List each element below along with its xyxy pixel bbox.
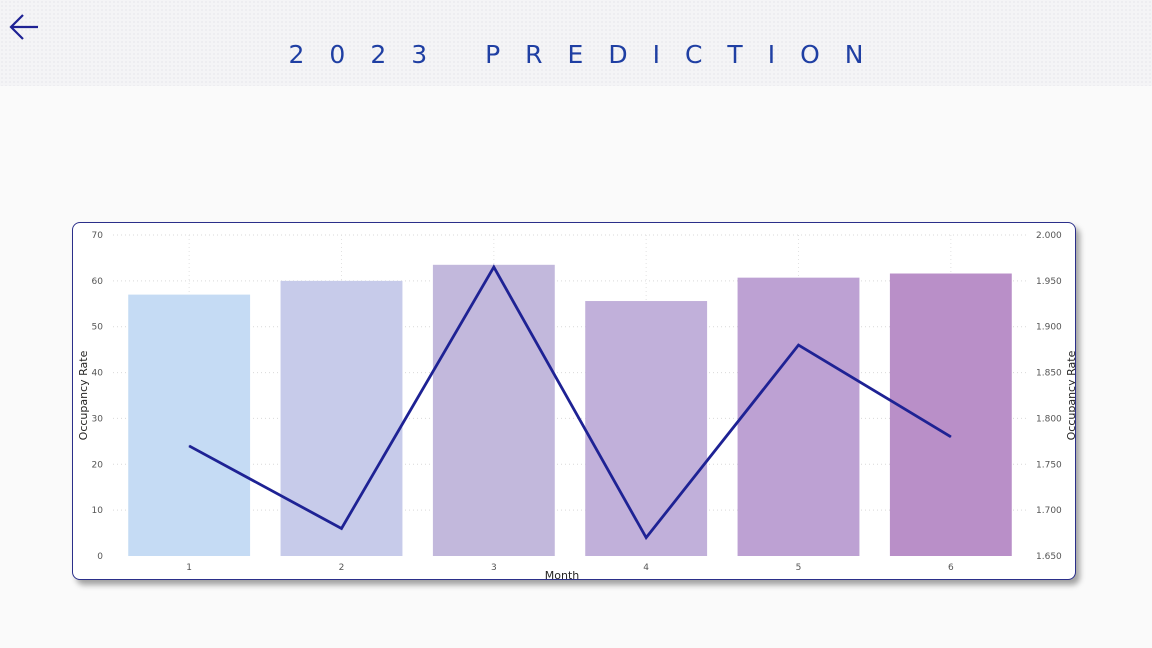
y2-tick-label: 2.000 — [1036, 231, 1062, 241]
header-band — [0, 0, 1152, 86]
line-point — [645, 537, 647, 539]
y-tick-label: 50 — [92, 323, 104, 333]
line-point — [493, 266, 495, 268]
y2-tick-label: 1.650 — [1036, 552, 1062, 562]
y2-tick-label: 1.900 — [1036, 323, 1062, 333]
y-tick-label: 40 — [92, 369, 104, 379]
back-button[interactable] — [6, 10, 44, 44]
bar — [280, 280, 403, 556]
line-point — [798, 344, 799, 346]
line-series — [188, 264, 952, 541]
chart-card: 0 10 20 30 40 50 60 70 1.650 1.700 1.750 1.800 1.850… — [72, 222, 1076, 580]
line-point — [188, 445, 190, 447]
arrow-left-icon — [9, 14, 38, 40]
y-axis-title: Occupancy Rate — [77, 350, 90, 440]
bar — [128, 294, 251, 556]
y2-tick-label: 1.750 — [1036, 460, 1062, 470]
x-tick-label: 6 — [948, 563, 954, 573]
y-tick-label: 20 — [92, 460, 104, 470]
x-tick-label: 4 — [643, 563, 649, 573]
x-tick-label: 1 — [186, 563, 192, 573]
combo-chart: 0 10 20 30 40 50 60 70 1.650 1.700 1.750 1.800 1.850… — [77, 231, 1076, 580]
y-tick-label: 70 — [92, 231, 104, 241]
bar — [432, 264, 555, 556]
y2-tick-label: 1.700 — [1036, 506, 1062, 516]
x-tick-label: 3 — [491, 563, 497, 573]
y2-tick-label: 1.800 — [1036, 414, 1062, 424]
x-tick-label: 5 — [796, 563, 802, 573]
y-tick-label: 60 — [92, 277, 104, 287]
y-tick-label: 30 — [92, 414, 104, 424]
line-point — [341, 527, 342, 529]
y-tick-label: 0 — [97, 552, 103, 562]
bar — [585, 301, 708, 556]
x-tick-label: 2 — [339, 563, 345, 573]
y-tick-label: 10 — [92, 506, 104, 516]
x-axis-title: Month — [545, 569, 580, 580]
bar — [889, 273, 1012, 556]
page-title: 2023 PREDICTION — [288, 40, 889, 69]
bar — [737, 277, 860, 556]
y2-tick-label: 1.850 — [1036, 369, 1062, 379]
line-point — [950, 436, 952, 438]
y2-tick-label: 1.950 — [1036, 277, 1062, 287]
y2-axis-title: Occupancy Rate — [1065, 350, 1076, 440]
